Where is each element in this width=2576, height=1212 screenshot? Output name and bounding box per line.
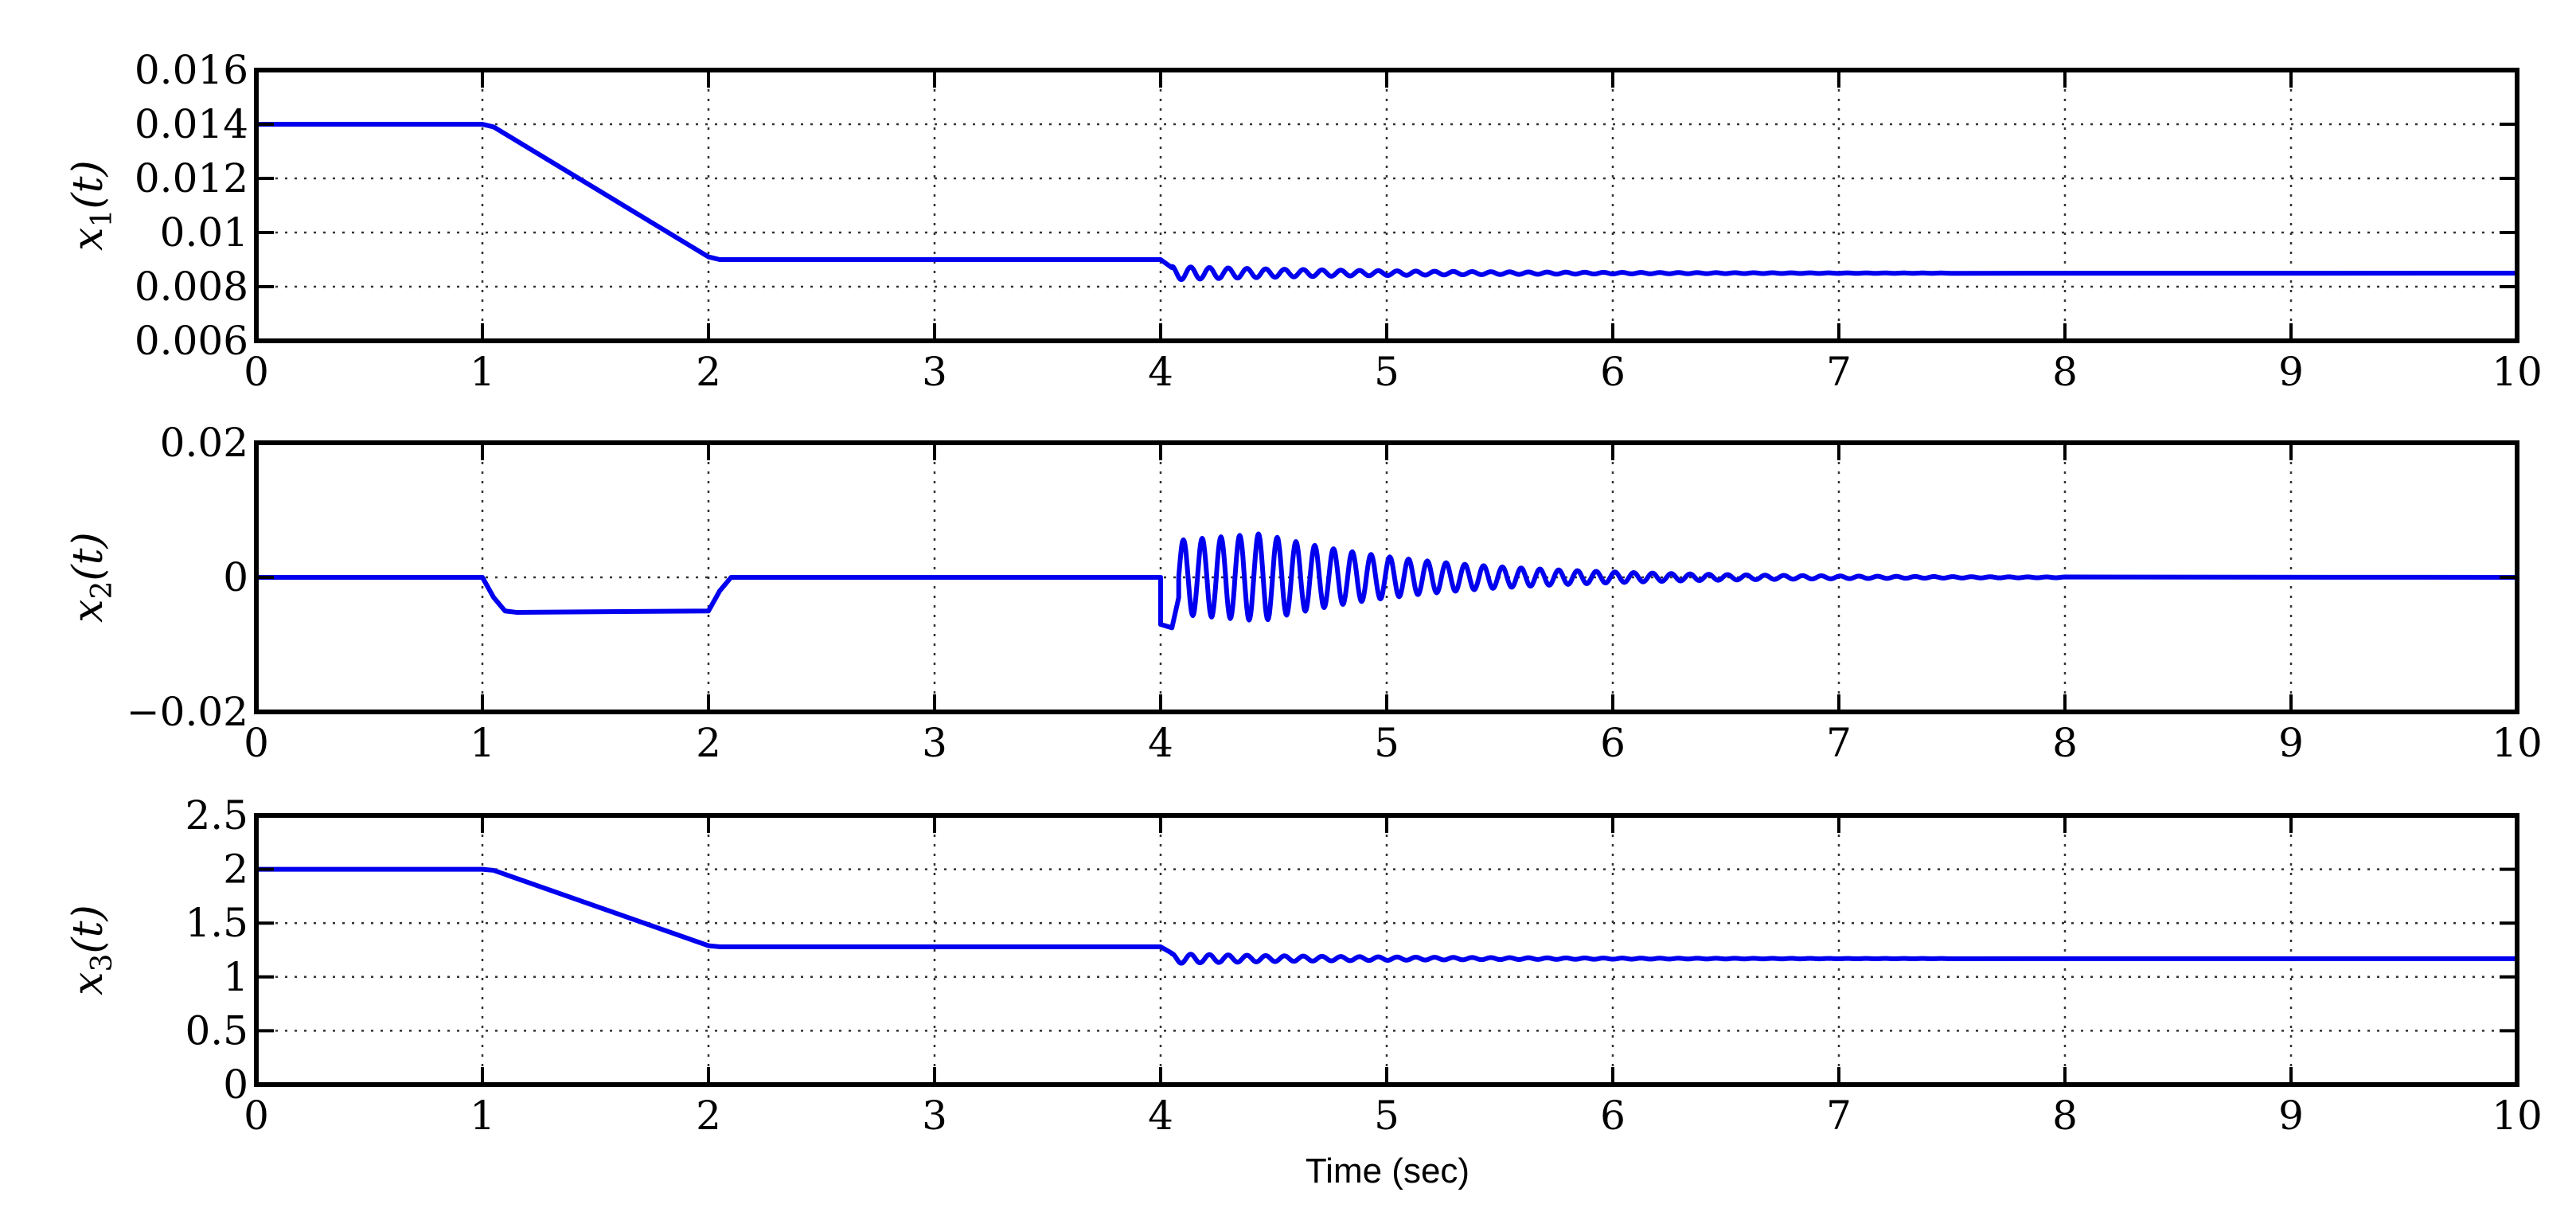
x-tick-label: 6 [1600,349,1626,395]
subplot-x1: 0 1 2 3 4 5 6 7 8 9 10 0.006 0.008 0.01 0.012 0.014 0.01… [64,47,2543,395]
x-tick-label: 1 [470,1093,495,1139]
x-tick-label: 5 [1374,720,1399,766]
y-axis-label-sub: 2 [86,581,119,600]
y-axis-label-sub: 1 [86,209,119,228]
x-tick-label: 4 [1148,720,1173,766]
y-axis-label: x1(t) [64,160,119,251]
x-tick-label: 1 [470,349,495,395]
x-tick-label: 7 [1826,349,1852,395]
x-tick-label: 1 [470,720,495,766]
x-axis-label: Time (sec) [1306,1151,1469,1190]
x-tick-label: 2 [696,720,721,766]
x-tick-label: 9 [2278,720,2304,766]
y-tick-label: 0.02 [160,420,248,466]
y-axis-label-arg: (t) [64,905,112,953]
y-axis-label-arg: (t) [64,532,112,581]
y-tick-label: 0 [223,554,248,600]
x-tick-label: 8 [2052,720,2078,766]
x-tick-label: 6 [1600,720,1626,766]
x-tick-label: 0 [244,349,269,395]
x-tick-label: 3 [922,720,947,766]
y-axis-label-base: x [64,228,112,251]
y-axis-label-sub: 3 [86,954,119,972]
series-line-1 [254,122,2519,283]
x-tick-label: 9 [2278,1093,2304,1139]
y-tick-label: 0.008 [135,264,248,310]
x-tick-label: 8 [2052,1093,2078,1139]
y-tick-label: 2 [223,846,248,893]
y-tick-label: 1.5 [185,900,248,946]
y-tick-label: 1 [223,954,248,1000]
x-tick-label: 10 [2492,720,2543,766]
y-tick-label: 0 [223,1061,248,1108]
x-tick-label: 4 [1148,1093,1173,1139]
x-tick-label: 2 [696,349,721,395]
x-tick-label: 7 [1826,1093,1852,1139]
series-line-2 [254,531,2519,631]
y-axis-label-base: x [64,972,112,995]
x-tick-label: 5 [1374,1093,1399,1139]
x-tick-label: 5 [1374,349,1399,395]
x-tick-label: 6 [1600,1093,1626,1139]
x-tick-label: 3 [922,1093,947,1139]
y-tick-label: 0.016 [135,47,248,93]
y-tick-label: 2.5 [185,792,248,839]
y-tick-label: 0.01 [160,209,248,256]
y-axis-label: x3(t) [64,905,119,995]
y-axis-label-base: x [64,600,112,623]
x-tick-label: 10 [2492,1093,2543,1139]
x-tick-label: 0 [244,1093,269,1139]
y-tick-label: 0.006 [135,318,248,364]
y-axis-label: x2(t) [64,532,119,623]
y-tick-label: 0.5 [185,1007,248,1054]
y-tick-label: 0.014 [135,101,248,147]
x-tick-label: 9 [2278,349,2304,395]
y-axis-label-arg: (t) [64,160,112,209]
x-tick-label: 4 [1148,349,1173,395]
x-tick-label: 2 [696,1093,721,1139]
x-tick-label: 8 [2052,349,2078,395]
y-tick-label: 0.012 [135,155,248,201]
x-tick-label: 0 [244,720,269,766]
x-tick-label: 3 [922,349,947,395]
x-tick-label: 10 [2492,349,2543,395]
y-tick-label: −0.02 [127,689,248,735]
x-tick-label: 7 [1826,720,1852,766]
series-line-3 [254,866,2519,966]
